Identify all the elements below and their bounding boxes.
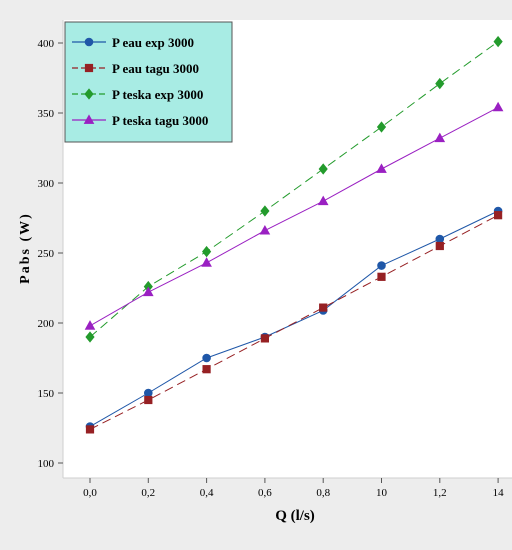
series-layer [84, 35, 504, 434]
x-tick-label: 1,2 [433, 487, 447, 499]
data-point [201, 257, 212, 267]
y-tick-label: 250 [38, 248, 55, 260]
x-tick-label: 10 [376, 487, 388, 499]
data-point [85, 425, 95, 434]
series-line [89, 41, 499, 338]
data-point [84, 37, 94, 47]
x-tick-label: 0,6 [258, 487, 272, 499]
data-point [260, 334, 270, 343]
x-tick-label: 0,2 [141, 487, 155, 499]
data-point [144, 388, 153, 398]
x-axis-ticks: 0,0 0,2 0,4 0,6 0,8 10 1,2 14 [83, 478, 504, 499]
series-line [89, 106, 499, 327]
data-point [144, 395, 153, 405]
y-tick-label: 150 [38, 388, 55, 400]
data-point [202, 245, 212, 258]
legend-items: P eau exp 3000 P eau tagu 3000 P teska exp… [72, 35, 208, 128]
y-tick-label: 350 [38, 108, 55, 120]
series-line [89, 214, 499, 430]
data-point [492, 101, 504, 112]
data-point [259, 224, 271, 235]
legend-label: P eau tagu 3000 [112, 61, 199, 76]
y-tick-label: 400 [38, 38, 55, 50]
series-3 [85, 35, 503, 343]
legend-item: P teska tagu 3000 [72, 113, 208, 128]
data-point [142, 286, 154, 297]
data-point [376, 163, 387, 173]
data-point [317, 195, 329, 206]
x-tick-label: 0,8 [316, 487, 330, 499]
data-point [202, 365, 211, 374]
y-axis-label: Pabs (W) [18, 212, 33, 284]
data-point [435, 241, 444, 251]
x-axis-label: Q (l/s) [275, 508, 315, 524]
data-point [260, 205, 270, 217]
legend-item: P teska exp 3000 [72, 87, 203, 102]
data-point [83, 114, 95, 124]
y-axis-ticks: 100 150 200 250 300 350 400 [38, 38, 63, 470]
data-point [319, 303, 328, 312]
data-point [434, 132, 446, 143]
series-4 [84, 101, 504, 330]
data-point [435, 77, 445, 90]
data-point [493, 35, 503, 48]
series-line [89, 210, 499, 428]
y-tick-label: 300 [38, 178, 55, 190]
series-2 [85, 211, 503, 434]
data-point [84, 63, 94, 73]
x-tick-label: 14 [493, 487, 505, 499]
legend-item: P eau exp 3000 [72, 35, 194, 50]
data-point [84, 88, 94, 100]
data-point [377, 261, 386, 270]
data-point [493, 211, 503, 220]
data-point [376, 121, 387, 133]
legend-label: P teska tagu 3000 [112, 113, 208, 128]
legend-item: P eau tagu 3000 [72, 61, 199, 76]
y-tick-label: 200 [38, 318, 55, 330]
data-point [377, 272, 386, 281]
data-point [85, 331, 95, 343]
legend-label: P eau exp 3000 [112, 35, 194, 50]
y-tick-label: 100 [38, 458, 55, 470]
data-point [202, 353, 211, 363]
data-point [318, 163, 328, 175]
x-tick-label: 0,0 [83, 487, 97, 499]
legend-label: P teska exp 3000 [112, 87, 203, 102]
data-point [84, 320, 96, 330]
legend: P eau exp 3000 P eau tagu 3000 P teska exp… [64, 21, 233, 143]
x-tick-label: 0,4 [200, 487, 214, 499]
data-point [435, 234, 445, 244]
